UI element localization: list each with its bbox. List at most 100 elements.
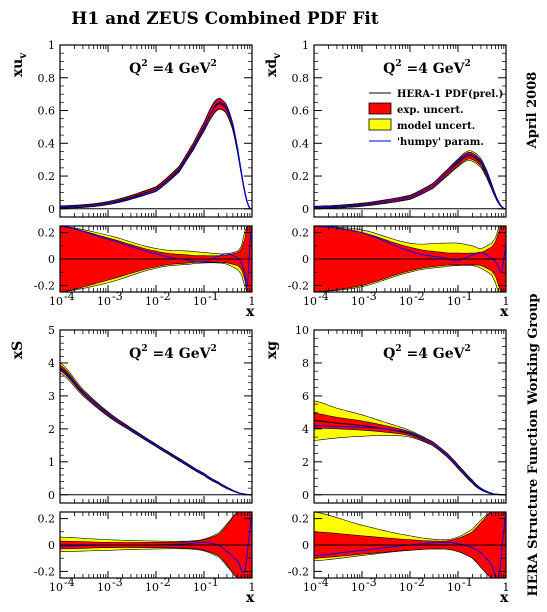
ratio-y-tick-label: 0 [302, 539, 309, 552]
q2-label-sup: 2 [395, 344, 401, 354]
model-uncert-band [60, 362, 252, 496]
legend-box-swatch [368, 118, 392, 131]
ratio-y-tick-label: -0.2 [34, 279, 55, 292]
main-y-tick-label: 0.8 [38, 72, 56, 85]
ratio-y-tick-label: 0 [48, 539, 55, 552]
x-tick-exponent: -3 [366, 290, 377, 303]
main-y-tick-label: 0 [302, 203, 309, 216]
q2-label-q: Q [383, 61, 395, 77]
legend-label: exp. uncert. [397, 105, 464, 116]
x-tick-label: 10 [399, 581, 413, 594]
main-y-tick-label: 3 [48, 390, 55, 403]
x-tick-exponent: -1 [462, 576, 473, 589]
figure-title: H1 and ZEUS Combined PDF Fit [71, 9, 379, 29]
x-tick-exponent: -2 [414, 576, 425, 589]
y-axis-label: xdv [264, 52, 283, 77]
ratio-y-tick-label: 0.2 [292, 227, 310, 240]
exp-uncert-band [314, 412, 506, 496]
ratio-humpy-line [314, 226, 506, 273]
x-tick-exponent: -4 [64, 290, 75, 303]
x-axis-label: x [246, 590, 255, 606]
q2-label-sup2: 2 [211, 344, 217, 354]
legend-label: model uncert. [397, 121, 475, 132]
x-tick-label: 10 [447, 295, 461, 308]
main-y-tick-label: 2 [302, 456, 309, 469]
central-fit-line [60, 103, 252, 210]
main-y-tick-label: 0.6 [38, 105, 56, 118]
q2-label-sup2: 2 [211, 59, 217, 69]
ratio-y-tick-label: 0.2 [292, 513, 310, 526]
x-tick-exponent: -2 [160, 290, 171, 303]
date-label: April 2008 [525, 72, 540, 150]
x-tick-exponent: -3 [366, 576, 377, 589]
main-plot-area [314, 150, 506, 210]
q2-label-q: Q [129, 61, 141, 77]
x-tick-label: 10 [399, 295, 413, 308]
x-tick-label: 10 [193, 295, 207, 308]
x-tick-exponent: -2 [414, 290, 425, 303]
q2-label: Q2 =4 GeV2 [129, 344, 217, 362]
main-y-tick-label: 0.2 [292, 170, 310, 183]
x-tick-label: 10 [145, 295, 159, 308]
x-axis-label: x [246, 304, 255, 320]
ratio-y-tick-label: -0.2 [34, 565, 55, 578]
q2-label-rest: =4 GeV [402, 346, 466, 362]
group-label: HERA Structure Function Working Group [526, 294, 541, 597]
y-axis-label-sub: v [18, 52, 29, 60]
main-y-tick-label: 4 [48, 357, 55, 370]
x-tick-label: 1 [249, 581, 256, 594]
ratio-y-tick-label: 0 [48, 253, 55, 266]
y-axis-label: xuv [10, 52, 29, 78]
q2-label-sup2: 2 [465, 59, 471, 69]
ratio-y-tick-label: -0.2 [288, 565, 309, 578]
q2-label-sup2: 2 [465, 344, 471, 354]
y-axis-label-sub: v [272, 52, 283, 60]
x-tick-label: 10 [351, 295, 365, 308]
main-y-tick-label: 0 [302, 489, 309, 502]
main-y-tick-label: 1 [48, 39, 55, 52]
q2-label-sup: 2 [141, 344, 147, 354]
q2-label-rest: =4 GeV [148, 346, 212, 362]
q2-label-sup: 2 [395, 59, 401, 69]
main-plot-area [314, 400, 506, 496]
legend: HERA-1 PDF(prel.) exp. uncert. model uncer… [368, 89, 503, 148]
q2-label-sup: 2 [141, 59, 147, 69]
x-tick-exponent: -3 [112, 576, 123, 589]
main-y-tick-label: 0.8 [292, 72, 310, 85]
q2-label-rest: =4 GeV [148, 61, 212, 77]
x-tick-exponent: -1 [462, 290, 473, 303]
main-y-tick-label: 0.4 [292, 137, 310, 150]
model-uncert-band [314, 400, 506, 496]
humpy-param-line [314, 153, 506, 210]
q2-label: Q2 =4 GeV2 [383, 344, 471, 362]
ratio-y-tick-label: -0.2 [288, 279, 309, 292]
x-tick-exponent: -4 [64, 576, 75, 589]
ratio-y-tick-label: 0 [302, 253, 309, 266]
main-y-tick-label: 6 [302, 390, 309, 403]
ratio-humpy-line [314, 512, 506, 578]
main-y-tick-label: 0 [48, 489, 55, 502]
main-plot-area [60, 362, 252, 496]
x-tick-label: 1 [249, 295, 256, 308]
legend-box-swatch [368, 102, 392, 115]
x-tick-label: 10 [49, 581, 63, 594]
q2-label-rest: =4 GeV [402, 61, 466, 77]
x-tick-exponent: -4 [318, 576, 329, 589]
main-y-tick-label: 5 [48, 324, 55, 337]
x-tick-label: 10 [49, 295, 63, 308]
model-uncert-band [60, 97, 252, 210]
x-axis-label: x [500, 304, 509, 320]
exp-uncert-band [314, 151, 506, 210]
x-tick-label: 10 [303, 295, 317, 308]
main-plot-area [60, 97, 252, 210]
x-tick-exponent: -1 [208, 576, 219, 589]
x-tick-exponent: -2 [160, 576, 171, 589]
q2-label-q: Q [129, 346, 141, 362]
q2-label: Q2 =4 GeV2 [129, 59, 217, 77]
x-tick-label: 10 [303, 581, 317, 594]
